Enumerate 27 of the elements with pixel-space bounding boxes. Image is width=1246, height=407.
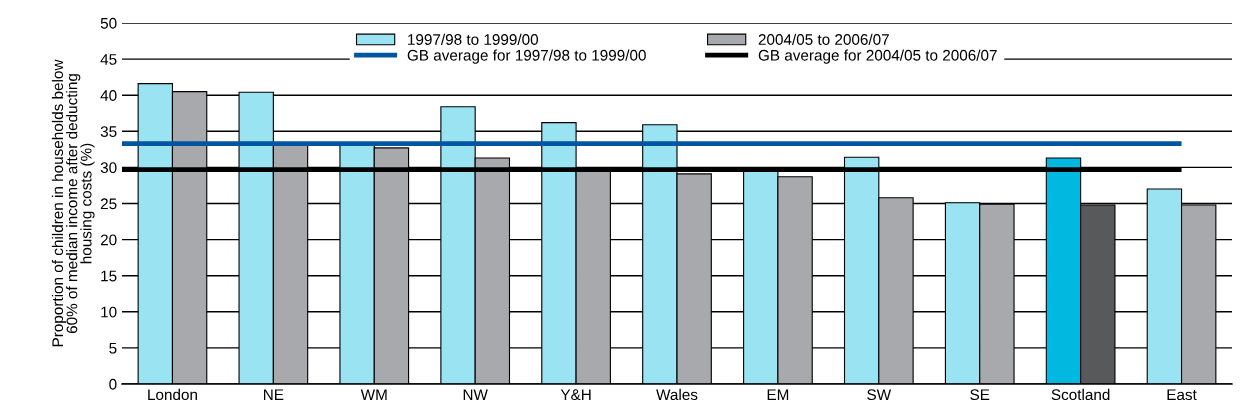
x-tick-label: SE bbox=[970, 389, 990, 401]
legend-label: 2004/05 to 2006/07 bbox=[758, 33, 889, 45]
x-tick-label: NE bbox=[264, 389, 284, 400]
x-tick-label: Scotland bbox=[1051, 388, 1110, 401]
y-tick-label: 45 bbox=[100, 54, 117, 65]
legend-label: GB average for 2004/05 to 2006/07 bbox=[758, 49, 997, 64]
x-tick-label: SW bbox=[867, 389, 892, 401]
y-tick-label: 25 bbox=[100, 198, 117, 210]
y-tick-label: 15 bbox=[101, 270, 117, 282]
x-tick-label: Y&H bbox=[560, 389, 591, 401]
y-tick-label: 20 bbox=[100, 234, 117, 246]
y-tick-label: 40 bbox=[100, 90, 117, 101]
y-tick-label: 50 bbox=[100, 17, 117, 29]
x-tick-label: NW bbox=[463, 389, 488, 400]
legend-label: GB average for 1997/98 to 1999/00 bbox=[407, 49, 646, 64]
y-tick-label: 0 bbox=[109, 378, 117, 390]
y-axis-title: Proportion of children in households below 60% of median income after deducting housing costs (%) bbox=[51, 59, 95, 347]
y-tick-label: 10 bbox=[101, 306, 117, 318]
y-tick-label: 5 bbox=[109, 342, 117, 354]
x-tick-label: EM bbox=[767, 389, 789, 400]
y-tick-label: 30 bbox=[100, 162, 117, 174]
y-tick-label: 35 bbox=[100, 126, 117, 137]
x-tick-label: London bbox=[148, 388, 197, 401]
legend-label: 1997/98 to 1999/00 bbox=[408, 33, 539, 45]
x-tick-label: Wales bbox=[656, 388, 698, 401]
x-tick-label: WM bbox=[360, 389, 387, 400]
x-tick-label: East bbox=[1167, 389, 1197, 401]
